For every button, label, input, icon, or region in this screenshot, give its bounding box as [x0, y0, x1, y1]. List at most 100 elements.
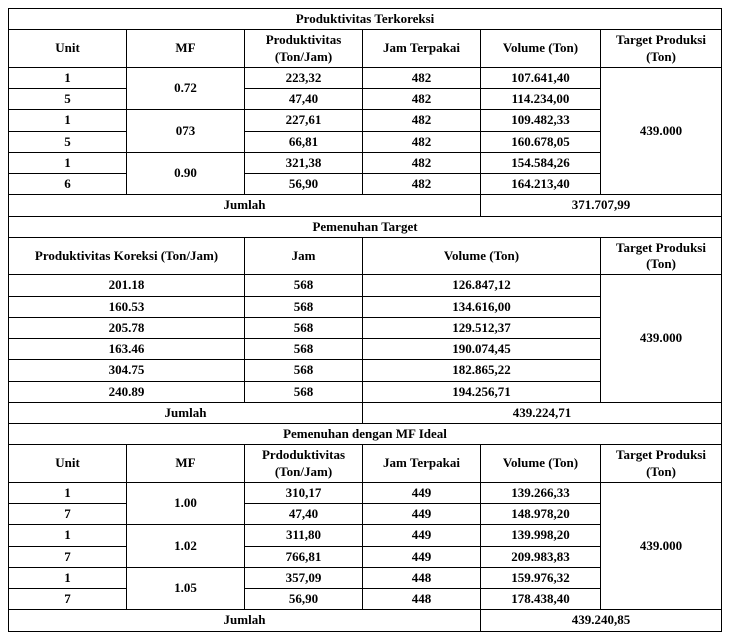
s2-prod: 304.75	[9, 360, 245, 381]
s1-vol: 160.678,05	[481, 131, 601, 152]
s1-title: Produktivitas Terkoreksi	[9, 9, 722, 30]
s2-hdr-prod: Produktivitas Koreksi (Ton/Jam)	[9, 237, 245, 275]
s3-jumlah-label: Jumlah	[9, 610, 481, 631]
s1-hdr-prod: Produktivitas (Ton/Jam)	[245, 30, 363, 68]
s2-jam: 568	[245, 296, 363, 317]
table-row: 1 0.72 223,32 482 107.641,40 439.000	[9, 67, 722, 88]
s1-hdr-jam: Jam Terpakai	[363, 30, 481, 68]
s1-prod: 223,32	[245, 67, 363, 88]
s2-prod: 160.53	[9, 296, 245, 317]
s3-hdr-target: Target Produksi (Ton)	[601, 445, 722, 483]
s3-unit: 1	[9, 482, 127, 503]
table-row: 201.18 568 126.847,12 439.000	[9, 275, 722, 296]
s2-vol: 182.865,22	[363, 360, 601, 381]
s3-prod: 47,40	[245, 504, 363, 525]
s1-unit: 5	[9, 89, 127, 110]
s3-title: Pemenuhan dengan MF Ideal	[9, 424, 722, 445]
s3-vol: 139.266,33	[481, 482, 601, 503]
s1-unit: 1	[9, 110, 127, 131]
s1-prod: 321,38	[245, 152, 363, 173]
s3-jumlah-value: 439.240,85	[481, 610, 722, 631]
s1-vol: 164.213,40	[481, 174, 601, 195]
s2-jumlah-value: 439.224,71	[363, 402, 722, 423]
s1-prod: 56,90	[245, 174, 363, 195]
s3-prod: 357,09	[245, 567, 363, 588]
s2-vol: 129.512,37	[363, 317, 601, 338]
s1-prod: 47,40	[245, 89, 363, 110]
s2-jam: 568	[245, 317, 363, 338]
s3-vol: 178.438,40	[481, 589, 601, 610]
s2-vol: 134.616,00	[363, 296, 601, 317]
s3-jam: 448	[363, 589, 481, 610]
s1-prod: 66,81	[245, 131, 363, 152]
s1-prod: 227,61	[245, 110, 363, 131]
s2-jam: 568	[245, 339, 363, 360]
s2-jam: 568	[245, 360, 363, 381]
s3-jam: 449	[363, 504, 481, 525]
s2-prod: 205.78	[9, 317, 245, 338]
productivity-table: Produktivitas Terkoreksi Unit MF Produkt…	[8, 8, 722, 632]
s2-hdr-target: Target Produksi (Ton)	[601, 237, 722, 275]
s2-hdr-vol: Volume (Ton)	[363, 237, 601, 275]
s1-vol: 107.641,40	[481, 67, 601, 88]
s1-jam: 482	[363, 152, 481, 173]
s3-unit: 1	[9, 525, 127, 546]
s2-title: Pemenuhan Target	[9, 216, 722, 237]
s1-unit: 1	[9, 67, 127, 88]
s3-hdr-jam: Jam Terpakai	[363, 445, 481, 483]
s2-target: 439.000	[601, 275, 722, 403]
s1-sum-row: Jumlah 371.707,99	[9, 195, 722, 216]
s3-unit: 1	[9, 567, 127, 588]
s3-vol: 209.983,83	[481, 546, 601, 567]
table-row: 1 1.00 310,17 449 139.266,33 439.000	[9, 482, 722, 503]
s2-prod: 240.89	[9, 381, 245, 402]
s3-hdr-prod: Prdoduktivitas (Ton/Jam)	[245, 445, 363, 483]
s2-vol: 126.847,12	[363, 275, 601, 296]
s3-vol: 159.976,32	[481, 567, 601, 588]
s2-prod: 163.46	[9, 339, 245, 360]
s3-vol: 148.978,20	[481, 504, 601, 525]
s1-hdr-unit: Unit	[9, 30, 127, 68]
s1-jam: 482	[363, 67, 481, 88]
s1-vol: 154.584,26	[481, 152, 601, 173]
s3-mf: 1.02	[127, 525, 245, 568]
s3-vol: 139.998,20	[481, 525, 601, 546]
s1-jam: 482	[363, 131, 481, 152]
s3-jam: 448	[363, 567, 481, 588]
s1-vol: 109.482,33	[481, 110, 601, 131]
s3-jam: 449	[363, 546, 481, 567]
s2-vol: 194.256,71	[363, 381, 601, 402]
s3-jam: 449	[363, 482, 481, 503]
s1-mf: 0.90	[127, 152, 245, 195]
s1-vol: 114.234,00	[481, 89, 601, 110]
s1-hdr-vol: Volume (Ton)	[481, 30, 601, 68]
s3-prod: 311,80	[245, 525, 363, 546]
s3-prod: 310,17	[245, 482, 363, 503]
s1-jumlah-label: Jumlah	[9, 195, 481, 216]
s3-sum-row: Jumlah 439.240,85	[9, 610, 722, 631]
s3-unit: 7	[9, 589, 127, 610]
s2-sum-row: Jumlah 439.224,71	[9, 402, 722, 423]
s3-prod: 56,90	[245, 589, 363, 610]
s3-hdr-unit: Unit	[9, 445, 127, 483]
s3-jam: 449	[363, 525, 481, 546]
s2-vol: 190.074,45	[363, 339, 601, 360]
s1-unit: 6	[9, 174, 127, 195]
s3-unit: 7	[9, 546, 127, 567]
s1-hdr-mf: MF	[127, 30, 245, 68]
s1-mf: 0.72	[127, 67, 245, 110]
s1-jumlah-value: 371.707,99	[481, 195, 722, 216]
s1-jam: 482	[363, 89, 481, 110]
s1-unit: 5	[9, 131, 127, 152]
s1-jam: 482	[363, 174, 481, 195]
s3-target: 439.000	[601, 482, 722, 610]
s3-hdr-mf: MF	[127, 445, 245, 483]
s1-unit: 1	[9, 152, 127, 173]
s2-jam: 568	[245, 275, 363, 296]
s2-prod: 201.18	[9, 275, 245, 296]
s1-target: 439.000	[601, 67, 722, 195]
s3-unit: 7	[9, 504, 127, 525]
s2-jumlah-label: Jumlah	[9, 402, 363, 423]
s1-jam: 482	[363, 110, 481, 131]
s3-mf: 1.05	[127, 567, 245, 610]
